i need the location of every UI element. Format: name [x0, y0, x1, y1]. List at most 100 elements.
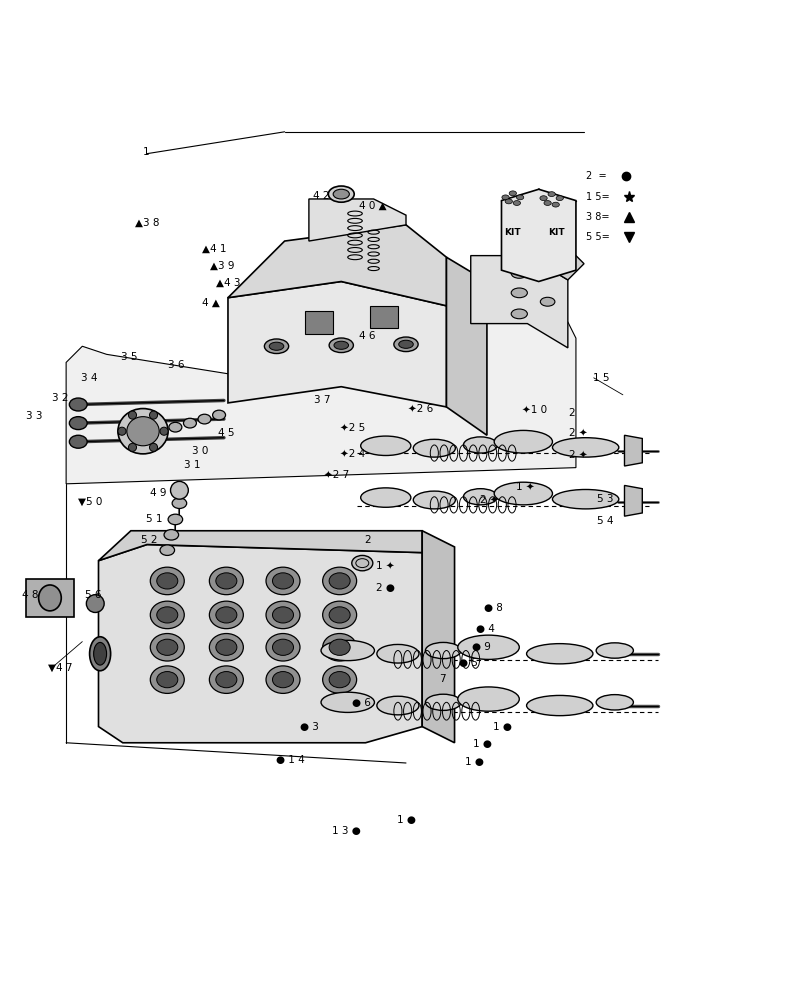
Ellipse shape: [269, 342, 284, 350]
Ellipse shape: [595, 695, 633, 710]
Text: 2  =: 2 =: [585, 171, 606, 181]
Text: ● 4: ● 4: [476, 624, 495, 634]
Ellipse shape: [69, 435, 87, 448]
Text: KIT: KIT: [504, 228, 521, 237]
Ellipse shape: [516, 195, 523, 200]
Ellipse shape: [69, 417, 87, 430]
Ellipse shape: [168, 514, 182, 525]
Ellipse shape: [360, 436, 410, 455]
Polygon shape: [228, 225, 446, 306]
Text: ▼5 0: ▼5 0: [78, 497, 102, 507]
Ellipse shape: [508, 191, 516, 196]
Polygon shape: [422, 531, 454, 743]
Text: 1 ●: 1 ●: [473, 739, 491, 749]
Ellipse shape: [150, 666, 184, 693]
Ellipse shape: [150, 601, 184, 629]
Text: 3 8=: 3 8=: [585, 212, 608, 222]
Ellipse shape: [198, 414, 211, 424]
Ellipse shape: [413, 491, 455, 509]
Ellipse shape: [322, 601, 356, 629]
Text: ● 3: ● 3: [299, 722, 319, 732]
Ellipse shape: [264, 339, 288, 354]
Ellipse shape: [157, 607, 178, 623]
Ellipse shape: [398, 340, 413, 348]
Text: ✦2 4: ✦2 4: [340, 449, 365, 459]
Ellipse shape: [595, 643, 633, 658]
Ellipse shape: [457, 635, 519, 659]
Text: 1 ✦: 1 ✦: [516, 481, 534, 491]
Polygon shape: [26, 579, 74, 617]
Ellipse shape: [150, 567, 184, 595]
Text: ▼4 7: ▼4 7: [49, 663, 73, 673]
Polygon shape: [98, 545, 422, 743]
Ellipse shape: [160, 545, 174, 555]
Ellipse shape: [376, 696, 418, 715]
Text: ✦2 5: ✦2 5: [340, 423, 365, 433]
Text: 5 3: 5 3: [596, 494, 613, 504]
Text: ▲3 9: ▲3 9: [210, 261, 234, 271]
Text: 3 1: 3 1: [184, 460, 200, 470]
Polygon shape: [446, 257, 487, 435]
Text: ● 8: ● 8: [484, 603, 503, 613]
Ellipse shape: [272, 639, 293, 655]
Text: 2 ✦: 2 ✦: [479, 494, 498, 504]
Text: 3 6: 3 6: [168, 360, 184, 370]
Ellipse shape: [169, 422, 182, 432]
Bar: [369, 306, 397, 328]
Text: 1 3 ●: 1 3 ●: [332, 826, 361, 836]
Bar: [304, 311, 333, 334]
Ellipse shape: [150, 634, 184, 661]
Ellipse shape: [157, 672, 178, 688]
Ellipse shape: [551, 438, 618, 457]
Text: 1 5=: 1 5=: [585, 192, 608, 202]
Text: 3 4: 3 4: [80, 373, 97, 383]
Ellipse shape: [501, 195, 508, 200]
Ellipse shape: [266, 601, 299, 629]
Text: 4 9: 4 9: [150, 488, 166, 498]
Polygon shape: [501, 189, 575, 282]
Ellipse shape: [209, 601, 243, 629]
Ellipse shape: [376, 644, 418, 663]
Text: 1 ●: 1 ●: [397, 815, 415, 825]
Ellipse shape: [209, 567, 243, 595]
Text: KIT: KIT: [547, 228, 564, 237]
Text: 4 2: 4 2: [312, 191, 329, 201]
Ellipse shape: [351, 555, 372, 571]
Ellipse shape: [164, 530, 178, 540]
Text: 7: 7: [439, 674, 445, 684]
Text: ● 9: ● 9: [471, 642, 490, 652]
Ellipse shape: [320, 692, 374, 712]
Ellipse shape: [209, 634, 243, 661]
Ellipse shape: [551, 202, 559, 207]
Text: ✦2 7: ✦2 7: [324, 470, 349, 480]
Text: 4 6: 4 6: [358, 331, 375, 341]
Ellipse shape: [266, 666, 299, 693]
Ellipse shape: [328, 607, 350, 623]
Text: ✦2 6: ✦2 6: [408, 404, 433, 414]
Ellipse shape: [212, 410, 225, 420]
Circle shape: [149, 443, 157, 451]
Text: ● 1 4: ● 1 4: [276, 755, 304, 765]
Ellipse shape: [333, 189, 349, 199]
Text: 5 5=: 5 5=: [585, 232, 608, 242]
Text: ● 5: ● 5: [459, 658, 478, 668]
Ellipse shape: [413, 439, 455, 457]
Text: 2: 2: [568, 408, 574, 418]
Ellipse shape: [556, 196, 563, 201]
Text: 2 ✦: 2 ✦: [568, 450, 586, 460]
Ellipse shape: [551, 489, 618, 509]
Ellipse shape: [526, 644, 592, 664]
Text: 5 4: 5 4: [596, 516, 613, 526]
Ellipse shape: [504, 199, 512, 204]
Ellipse shape: [463, 437, 497, 453]
Text: ▲4 1: ▲4 1: [202, 244, 226, 254]
Ellipse shape: [328, 338, 353, 353]
Ellipse shape: [266, 567, 299, 595]
Text: 5 6: 5 6: [84, 590, 101, 600]
Ellipse shape: [463, 489, 497, 505]
Ellipse shape: [511, 309, 526, 319]
Text: 1 ●: 1 ●: [493, 722, 512, 732]
Circle shape: [160, 427, 168, 435]
Text: 4 ▲: 4 ▲: [202, 298, 220, 308]
Text: 1 ●: 1 ●: [465, 757, 483, 767]
